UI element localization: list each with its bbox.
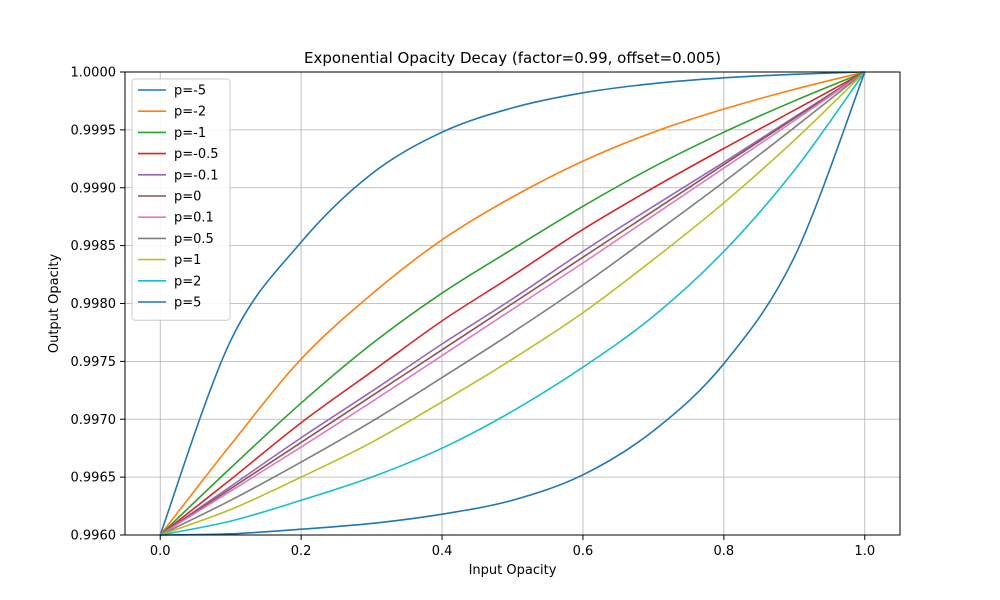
legend-label: p=-0.5 (174, 147, 219, 162)
series-line-7 (159, 71, 866, 536)
x-tick-label: 0.6 (573, 544, 594, 559)
y-tick-label: 0.9990 (71, 181, 117, 196)
y-tick-label: 0.9970 (71, 413, 117, 428)
x-tick-label: 1.0 (854, 544, 875, 559)
series-line-5 (159, 71, 866, 536)
series-lines (159, 71, 866, 536)
legend-label: p=5 (174, 296, 201, 311)
series-line-10 (160, 71, 866, 536)
series-line-1 (159, 71, 865, 536)
x-tick-label: 0.0 (150, 544, 171, 559)
y-tick-label: 0.9965 (71, 471, 117, 486)
y-axis-label: Output Opacity (47, 254, 62, 354)
series-line-4 (159, 71, 866, 536)
x-axis-label: Input Opacity (469, 563, 557, 578)
axis-ticks: 0.0 0.2 0.4 0.6 0.8 1.0 0.9960 0.9965 0.9970 0.99… (71, 66, 876, 560)
x-tick-label: 0.4 (432, 544, 453, 559)
legend-label: p=-0.1 (174, 168, 219, 183)
legend-label: p=2 (174, 274, 201, 289)
legend-label: p=-1 (174, 126, 206, 141)
legend-label: p=-5 (174, 84, 206, 99)
series-line-3 (159, 71, 866, 536)
x-tick-label: 0.8 (714, 544, 735, 559)
series-line-8 (159, 71, 866, 536)
y-tick-label: 0.9980 (71, 297, 117, 312)
y-tick-label: 1.0000 (71, 66, 117, 81)
series-line-0 (159, 71, 865, 536)
legend-label: p=0.1 (174, 211, 214, 226)
y-tick-label: 0.9975 (71, 355, 117, 370)
legend: p=-5 p=-2 p=-1 p=-0.5 p=-0.1 p=0 p=0.1 p=0.5 p=1… (131, 78, 231, 321)
y-tick-label: 0.9995 (71, 123, 117, 138)
legend-label: p=0.5 (174, 232, 214, 247)
legend-label: p=-2 (174, 105, 206, 120)
legend-label: p=1 (174, 253, 201, 268)
chart-title: Exponential Opacity Decay (factor=0.99, … (304, 49, 721, 67)
series-line-9 (160, 71, 866, 536)
y-tick-label: 0.9960 (71, 529, 117, 544)
x-tick-label: 0.2 (291, 544, 312, 559)
series-line-2 (159, 71, 866, 536)
legend-label: p=0 (174, 190, 201, 205)
y-tick-label: 0.9985 (71, 239, 117, 254)
series-line-6 (159, 71, 866, 536)
